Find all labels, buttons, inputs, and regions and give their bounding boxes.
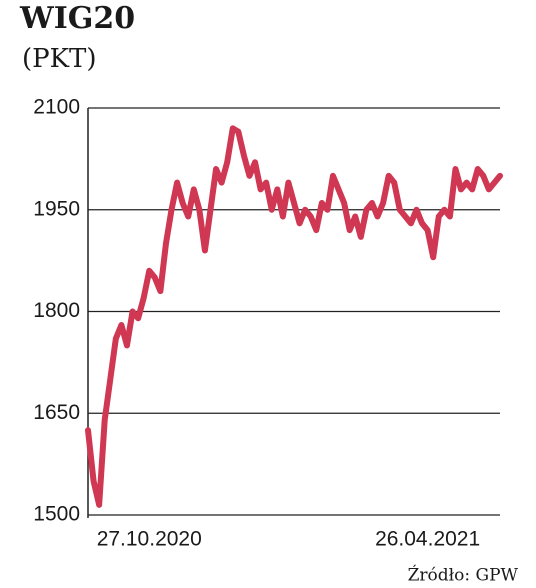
source: Źródło: GPW — [408, 565, 519, 586]
y-tick-label: 1800 — [33, 299, 80, 322]
y-tick-label: 1950 — [33, 197, 80, 220]
y-tick-label: 1650 — [33, 401, 80, 424]
x-tick-label: 27.10.2020 — [97, 528, 202, 551]
y-tick-label: 1500 — [33, 503, 80, 526]
line — [85, 125, 503, 508]
chart-title: WIG20 — [19, 1, 135, 36]
y-tick-label: 2100 — [33, 96, 80, 119]
x-tick-label: 26.04.2021 — [375, 528, 480, 551]
chart-subtitle: (PKT) — [22, 44, 97, 74]
